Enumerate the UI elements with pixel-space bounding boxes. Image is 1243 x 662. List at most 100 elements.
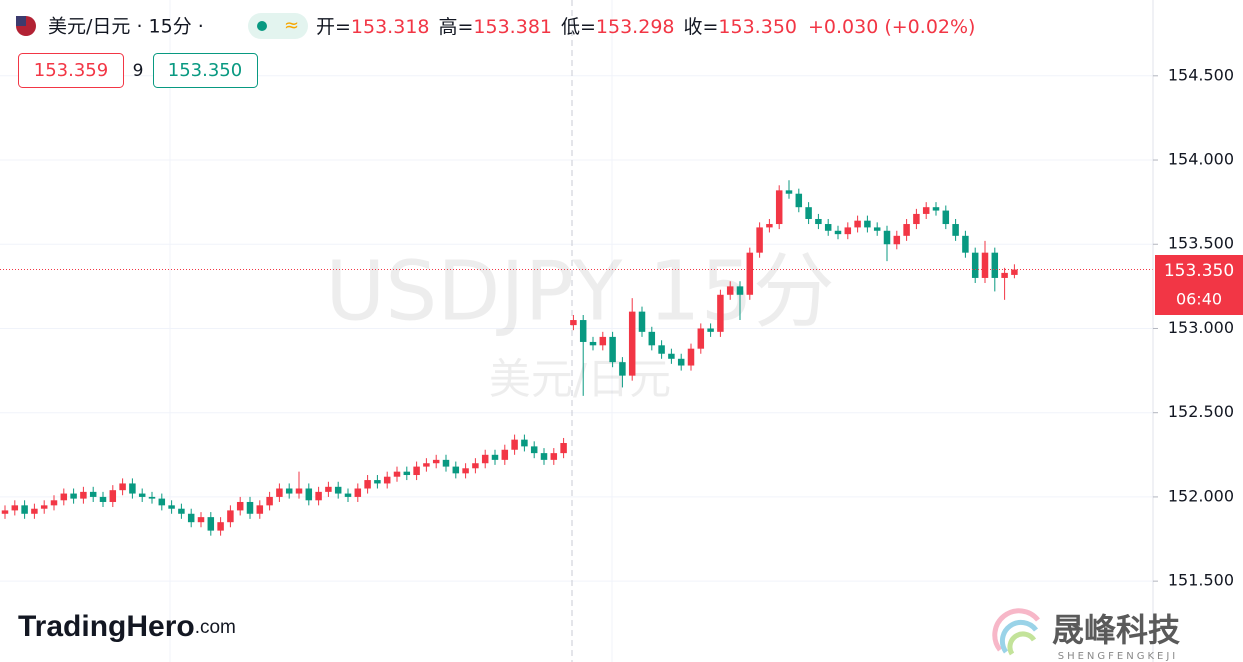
candle-body <box>795 193 803 208</box>
y-tick-label: 153.500 <box>1168 234 1234 253</box>
candle-body <box>217 522 224 531</box>
candle-body <box>785 190 793 194</box>
y-tick-label: 153.000 <box>1168 318 1234 337</box>
candle-body <box>824 224 832 231</box>
watermark-sub: 美元/日元 <box>489 355 671 404</box>
y-tick-label: 152.500 <box>1168 402 1234 421</box>
candle-body <box>138 493 146 497</box>
candle-body <box>315 491 322 501</box>
candle-body <box>374 480 381 484</box>
candle-body <box>864 220 871 228</box>
candle-body <box>1001 272 1008 278</box>
candle-body <box>844 227 852 235</box>
candle-body <box>981 252 989 278</box>
candle-body <box>403 471 411 476</box>
candle-body <box>766 224 773 228</box>
candle-body <box>236 501 244 511</box>
candle-body <box>530 446 538 454</box>
candle-body <box>393 471 401 477</box>
candle-body <box>11 505 19 511</box>
candle-body <box>60 493 68 501</box>
candle-body <box>178 508 185 514</box>
candle-body <box>775 190 783 225</box>
candle-body <box>364 480 371 489</box>
status-dot <box>257 21 267 31</box>
candle-body <box>276 488 283 497</box>
candle-body <box>423 463 430 467</box>
candle-body <box>1011 269 1018 275</box>
price-marker <box>1155 255 1243 315</box>
candle-body <box>922 207 930 214</box>
candle-body <box>295 488 303 494</box>
candle-body <box>266 496 273 506</box>
candle-body <box>805 207 812 219</box>
candle-body <box>991 252 999 278</box>
candle-body <box>168 505 175 509</box>
candle-body <box>687 348 695 366</box>
y-tick-label: 154.500 <box>1168 65 1234 84</box>
candle-body <box>197 517 205 523</box>
candle-body <box>570 320 577 326</box>
price-marker-price: 153.350 <box>1164 261 1234 281</box>
candle-body <box>550 453 558 460</box>
flag-icon <box>16 16 26 26</box>
candle-body <box>589 341 597 346</box>
candle-body <box>815 218 822 225</box>
candle-body <box>677 358 685 366</box>
candle-body <box>579 320 587 342</box>
status-icon: ≈ <box>284 15 299 36</box>
y-tick-label: 152.000 <box>1168 486 1234 505</box>
candle-body <box>50 500 58 506</box>
candle-body <box>560 443 567 454</box>
candle-body <box>619 362 626 376</box>
candle-body <box>285 488 293 494</box>
candle-body <box>609 336 616 363</box>
candle-body <box>148 496 156 499</box>
candle-body <box>227 510 234 523</box>
bid-box[interactable] <box>18 53 124 88</box>
value: 153.381 <box>473 16 552 38</box>
candle-body <box>305 488 313 501</box>
candle-body <box>736 286 744 295</box>
candle-body <box>158 498 166 506</box>
candle-body <box>383 476 391 484</box>
candle-body <box>913 213 920 225</box>
candle-body <box>717 294 724 332</box>
candle-body <box>40 505 48 509</box>
value: 153.318 <box>351 16 430 38</box>
candles <box>0 180 1153 536</box>
candle-body <box>246 501 254 514</box>
symbol: 美元/日元 · 15分 · <box>48 16 204 38</box>
candle-body <box>756 227 763 253</box>
brand-suffix: .com <box>195 617 236 638</box>
candle-body <box>31 508 38 514</box>
bid: 153.359 <box>34 60 108 81</box>
candle-body <box>726 286 734 295</box>
candle-body <box>207 517 215 531</box>
candle-body <box>89 491 97 497</box>
candle-body <box>971 252 979 278</box>
candle-body <box>442 459 450 467</box>
candle-body <box>668 353 675 359</box>
candle-body <box>746 252 754 295</box>
y-tick-label: 151.500 <box>1168 571 1234 590</box>
candle-body <box>942 210 950 225</box>
candle-body <box>344 493 352 497</box>
candle-body <box>413 466 420 476</box>
spread: 9 <box>133 61 144 81</box>
brand: TradingHero <box>18 610 195 643</box>
candle-body <box>903 224 910 236</box>
price-marker-countdown: 06:40 <box>1176 290 1222 309</box>
candle-body <box>932 207 940 211</box>
candle-body <box>129 483 136 494</box>
candle-body <box>325 486 332 492</box>
candle-body <box>462 468 469 474</box>
label: 开= <box>316 16 351 38</box>
candle-body <box>452 466 460 474</box>
candle-body <box>638 311 646 332</box>
candle-body <box>648 331 656 346</box>
candle-body <box>540 453 548 460</box>
ask-box[interactable] <box>153 53 258 88</box>
candle-body <box>501 449 509 460</box>
